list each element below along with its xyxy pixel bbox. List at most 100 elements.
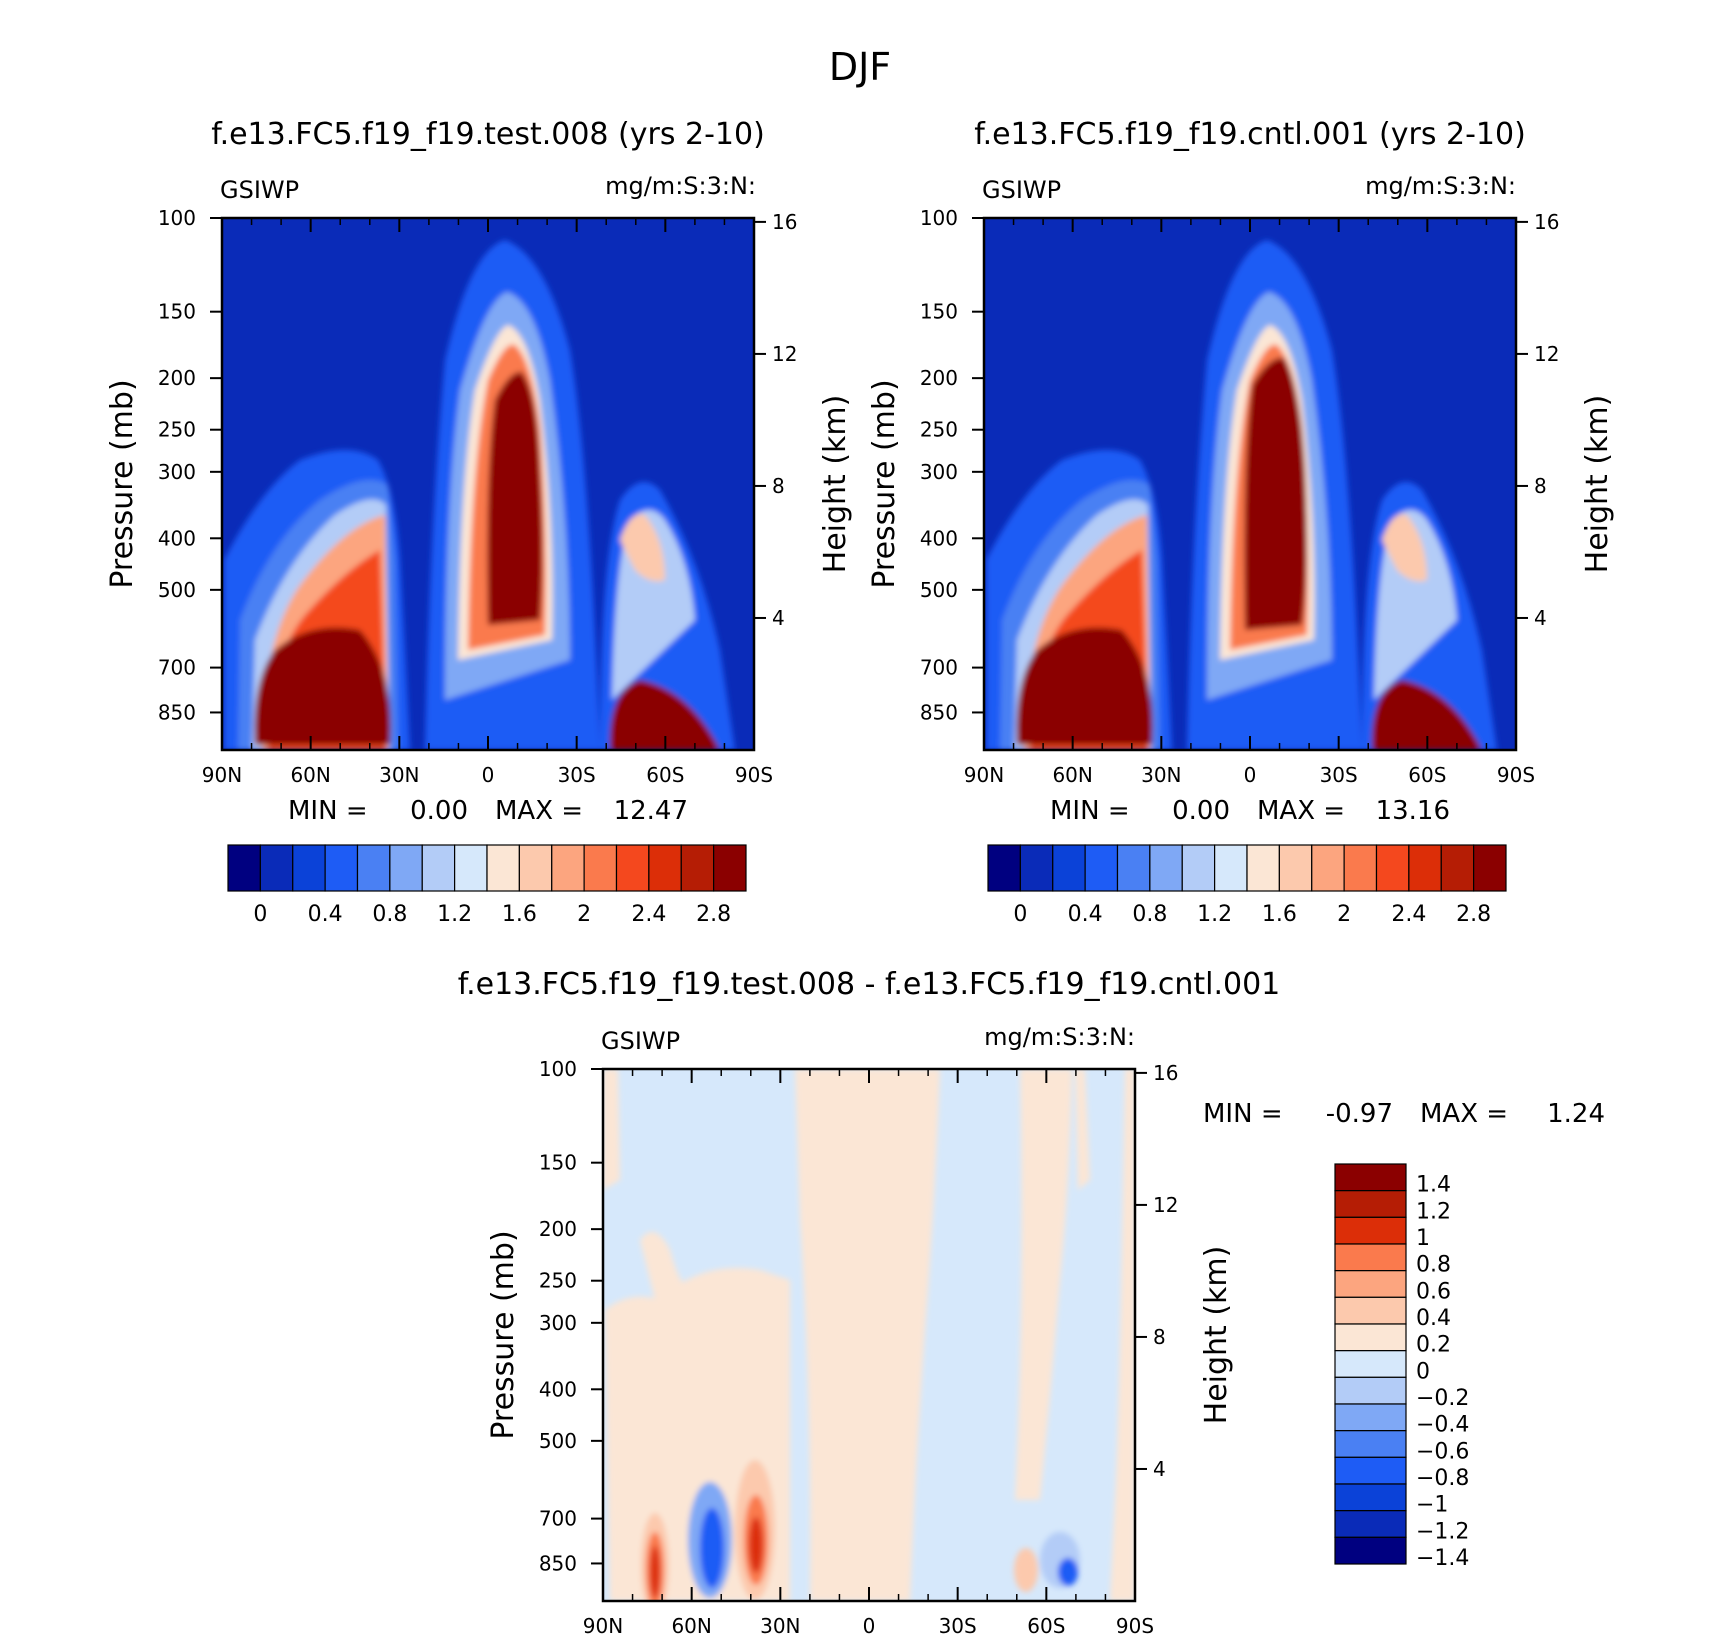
y-tick-label: 300 (920, 460, 958, 484)
y-right-tick-label: 16 (1534, 210, 1559, 234)
colorbar-label: 0.8 (1416, 1253, 1451, 1278)
y-tick-label: 250 (920, 418, 958, 442)
colorbar-label: 2.8 (1456, 902, 1491, 927)
max-value: 1.24 (1547, 1099, 1605, 1129)
colorbar-label: 0 (1013, 902, 1027, 927)
y-axis-label-right: Height (km) (818, 395, 853, 574)
x-tick-label: 90N (964, 763, 1004, 787)
colorbar-swatch (1334, 1350, 1407, 1378)
y-tick-label: 200 (158, 366, 196, 390)
y-ticks-right: 16 12 8 4 (754, 210, 797, 630)
y-right-tick-label: 12 (1534, 342, 1559, 366)
x-tick-label: 30N (1141, 763, 1181, 787)
x-tick-label: 30N (379, 763, 419, 787)
y-right-tick-label: 8 (1534, 474, 1547, 498)
panel-test: f.e13.FC5.f19_f19.test.008 (yrs 2-10) GS… (105, 117, 853, 927)
y-tick-label: 100 (158, 206, 196, 230)
y-ticks-right: 16 12 8 4 (1135, 1061, 1178, 1481)
colorbar-swatch (1019, 844, 1054, 892)
min-label: MIN = (288, 796, 368, 826)
colorbar-label: 0.4 (308, 902, 343, 927)
colorbar-swatch (583, 844, 618, 892)
colorbar-swatch (1334, 1296, 1407, 1325)
colorbar-label: −0.8 (1416, 1466, 1469, 1491)
colorbar-swatch (648, 844, 682, 892)
y-right-tick-label: 16 (772, 210, 797, 234)
colorbar-swatch (486, 844, 520, 892)
y-right-tick-label: 4 (1153, 1457, 1166, 1481)
y-tick-label: 700 (158, 656, 196, 680)
colorbar-swatch (1334, 1403, 1407, 1432)
colorbar-label: −0.6 (1416, 1439, 1469, 1464)
y-right-tick-label: 8 (772, 474, 785, 498)
colorbar-swatch (259, 844, 294, 892)
colorbar-label: 0.2 (1416, 1333, 1451, 1358)
colorbar-swatch (356, 844, 391, 892)
colorbar-swatch (1343, 844, 1378, 892)
contour-field (603, 1069, 1135, 1601)
max-label: MAX = (1257, 796, 1345, 826)
units-label: mg/m:S:3:N: (605, 172, 756, 200)
colorbar-label: −0.4 (1416, 1413, 1469, 1438)
colorbar-label: 0.6 (1416, 1279, 1451, 1304)
colorbar-swatch (1116, 844, 1151, 892)
x-tick-label: 60N (290, 763, 330, 787)
x-tick-label: 60S (646, 763, 684, 787)
colorbar-label: 0.8 (372, 902, 407, 927)
min-value: 0.00 (410, 796, 468, 826)
y-axis-label-right: Height (km) (1580, 395, 1615, 574)
colorbar-test: 0 0.4 0.8 1.2 1.6 2 2.4 2.8 (227, 844, 747, 927)
colorbar-swatch (1334, 1163, 1407, 1192)
colorbar-label: 0.4 (1416, 1306, 1451, 1331)
colorbar-swatch (1084, 844, 1119, 892)
colorbar-swatch (1181, 844, 1216, 892)
x-tick-label: 90S (1116, 1614, 1154, 1638)
y-tick-label: 250 (158, 418, 196, 442)
x-tick-label: 30S (558, 763, 596, 787)
colorbar-swatch (615, 844, 650, 892)
x-tick-label: 0 (482, 763, 495, 787)
y-right-tick-label: 12 (772, 342, 797, 366)
colorbar-swatch (1334, 1510, 1407, 1538)
colorbar-swatch (227, 844, 261, 892)
max-label: MAX = (1420, 1099, 1508, 1129)
colorbar-cntl: 0 0.4 0.8 1.2 1.6 2 2.4 2.8 (987, 844, 1507, 927)
min-label: MIN = (1203, 1099, 1283, 1129)
y-tick-label: 300 (539, 1311, 577, 1335)
colorbar-swatch (292, 844, 326, 892)
units-label: mg/m:S:3:N: (984, 1023, 1135, 1051)
colorbar-label: 1.4 (1416, 1173, 1451, 1198)
colorbar-swatch (551, 844, 585, 892)
y-tick-label: 400 (158, 526, 196, 550)
x-tick-label: 90S (1497, 763, 1535, 787)
panel-title: f.e13.FC5.f19_f19.test.008 (yrs 2-10) (211, 117, 765, 152)
x-ticks: 90N 60N 30N 0 30S 60S 90S (964, 218, 1535, 787)
y-tick-label: 150 (539, 1151, 577, 1175)
colorbar-swatch (1278, 844, 1313, 892)
colorbar-swatch (1149, 844, 1183, 892)
contour-field (222, 218, 754, 750)
colorbar-swatch (1440, 844, 1475, 892)
y-tick-label: 700 (539, 1507, 577, 1531)
x-tick-label: 60N (1052, 763, 1092, 787)
y-ticks-right: 16 12 8 4 (1516, 210, 1559, 630)
colorbar-swatch (1334, 1216, 1407, 1245)
y-tick-label: 100 (539, 1057, 577, 1081)
colorbar-label: 0.4 (1068, 902, 1103, 927)
x-tick-label: 30S (939, 1614, 977, 1638)
colorbar-label: 0.8 (1132, 902, 1167, 927)
x-tick-label: 60N (671, 1614, 711, 1638)
colorbar-label: 1.2 (437, 902, 472, 927)
colorbar-diff: 1.41.210.80.60.40.20−0.2−0.4−0.6−0.8−1−1… (1334, 1163, 1469, 1571)
y-ticks: 100 150 200 250 300 400 500 700 850 (539, 1057, 603, 1575)
y-tick-label: 500 (158, 578, 196, 602)
colorbar-swatch (1311, 844, 1345, 892)
colorbar-swatch (421, 844, 456, 892)
y-axis-label-right: Height (km) (1199, 1246, 1234, 1425)
y-tick-label: 500 (539, 1429, 577, 1453)
y-tick-label: 150 (158, 300, 196, 324)
colorbar-label: 1.2 (1416, 1199, 1451, 1224)
colorbar-swatch (1334, 1190, 1407, 1218)
colorbar-swatch (1334, 1536, 1407, 1565)
